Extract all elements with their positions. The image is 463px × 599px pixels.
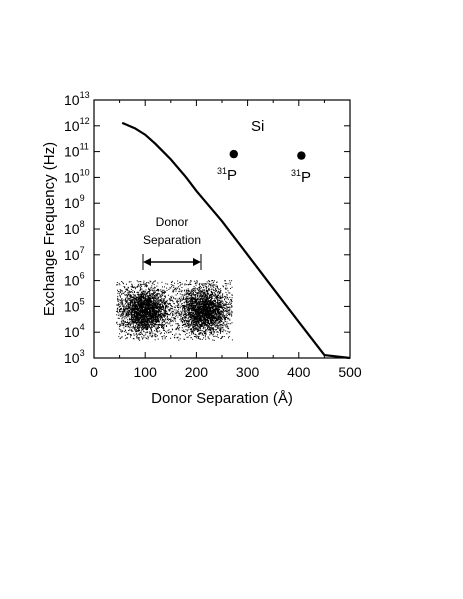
y-tick-base: 10 [64,195,80,211]
x-tick-label: 200 [185,364,209,380]
y-tick-base: 10 [64,92,80,108]
y-tick-label: 106 [64,271,85,289]
donor-wavefunction-dots [116,280,233,341]
y-tick-label: 109 [64,193,85,211]
y-tick-exponent: 9 [80,193,85,203]
y-tick-base: 10 [64,144,80,160]
isotope-superscript-1: 31 [217,166,227,176]
y-tick-exponent: 6 [80,271,85,281]
y-tick-base: 10 [64,247,80,263]
y-tick-label: 103 [64,348,85,366]
y-tick-base: 10 [64,298,80,314]
donor-marker-1 [229,149,238,159]
y-tick-exponent: 8 [80,219,85,229]
x-tick-label: 500 [338,364,362,380]
x-tick-label: 400 [287,364,311,380]
donor-density-inset: Donor Separation [116,215,233,341]
y-tick-exponent: 12 [80,116,90,126]
y-tick-exponent: 13 [80,90,90,100]
x-axis-label: Donor Separation (Å) [151,390,293,407]
inset-label-donor: Donor [156,215,189,229]
y-tick-exponent: 3 [80,348,85,358]
y-tick-label: 1013 [64,90,90,108]
y-tick-label: 105 [64,296,85,314]
y-tick-base: 10 [64,118,80,134]
y-tick-label: 1010 [64,167,90,185]
separation-arrowhead-left [143,258,151,266]
element-label-2: P [301,169,311,186]
y-axis-label: Exchange Frequency (Hz) [41,142,58,316]
x-tick-label: 100 [134,364,158,380]
y-tick-label: 1012 [64,116,90,134]
y-tick-base: 10 [64,324,80,340]
y-tick-exponent: 11 [80,142,89,152]
donor-label-1: 31P [217,166,237,184]
isotope-superscript-2: 31 [291,168,301,178]
separation-arrowhead-right [193,258,201,266]
y-tick-base: 10 [64,169,80,185]
donor-marker-2 [297,151,306,160]
y-tick-exponent: 10 [80,167,90,177]
y-tick-base: 10 [64,273,80,289]
y-tick-exponent: 5 [80,296,85,306]
donor-label-2: 31P [291,168,311,186]
element-label-1: P [227,167,237,184]
donor-markers [229,149,306,160]
material-label: Si [251,118,264,135]
exchange-frequency-curve [121,121,351,360]
y-tick-label: 1011 [64,142,89,160]
y-tick-label: 108 [64,219,85,237]
inset-label-separation: Separation [143,233,201,247]
y-tick-label: 104 [64,322,85,340]
x-axis-ticks: 0 100 200 300 400 500 [90,100,362,380]
y-tick-base: 10 [64,221,80,237]
x-tick-label: 300 [236,364,260,380]
y-tick-base: 10 [64,350,80,366]
y-tick-exponent: 4 [80,322,85,332]
x-tick-label: 0 [90,364,98,380]
y-tick-exponent: 7 [80,245,85,255]
dot-cloud [116,280,233,341]
y-tick-label: 107 [64,245,85,263]
